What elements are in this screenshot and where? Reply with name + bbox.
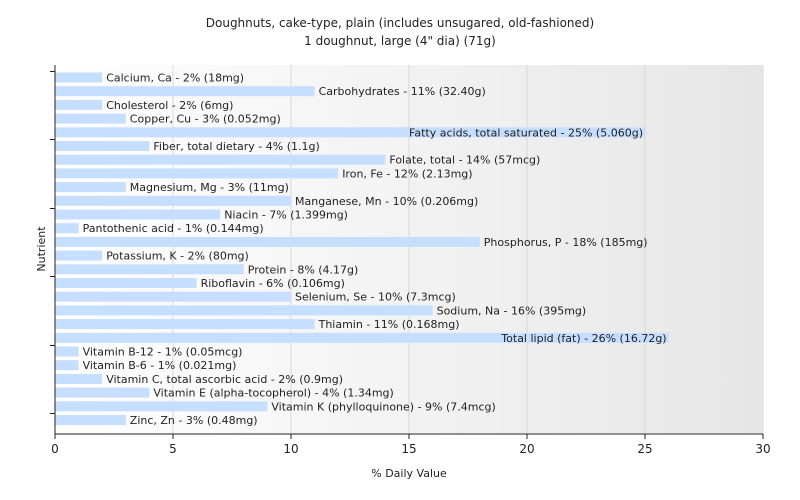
x-tick-label: 5: [169, 442, 177, 456]
bar-label: Potassium, K - 2% (80mg): [106, 250, 249, 263]
grid-lines: [172, 65, 764, 434]
bar-label: Zinc, Zn - 3% (0.48mg): [130, 414, 258, 427]
y-axis-title: Nutrient: [35, 226, 48, 272]
bar-label: Pantothenic acid - 1% (0.144mg): [83, 222, 264, 235]
bar-label: Fatty acids, total saturated - 25% (5.06…: [409, 126, 643, 139]
bar-label: Protein - 8% (4.17g): [248, 263, 359, 276]
bars: [55, 72, 669, 425]
bar: [55, 168, 339, 179]
bar: [55, 332, 669, 343]
bar-label: Magnesium, Mg - 3% (11mg): [130, 181, 289, 194]
bar: [55, 223, 79, 234]
bar-label: Iron, Fe - 12% (2.13mg): [342, 167, 472, 180]
bar-label: Vitamin B-12 - 1% (0.05mcg): [83, 346, 243, 359]
x-tick-label: 25: [637, 442, 652, 456]
bar-label: Riboflavin - 6% (0.106mg): [201, 277, 345, 290]
bar-labels: Calcium, Ca - 2% (18mg) Carbohydrates - 1…: [83, 72, 667, 428]
bar-label: Total lipid (fat) - 26% (16.72g): [500, 332, 666, 345]
bar: [55, 113, 126, 124]
bar: [55, 305, 433, 316]
bar-label: Manganese, Mn - 10% (0.206mg): [295, 195, 478, 208]
bar-label: Vitamin B-6 - 1% (0.021mg): [83, 359, 237, 372]
bar: [55, 154, 386, 165]
bar: [55, 346, 79, 357]
bar: [55, 209, 221, 220]
bar-label: Vitamin C, total ascorbic acid - 2% (0.9…: [106, 373, 343, 386]
bar: [55, 319, 315, 330]
bar: [55, 360, 79, 371]
bar: [55, 236, 480, 247]
bar-label: Niacin - 7% (1.399mg): [224, 209, 348, 222]
chart-subtitle: 1 doughnut, large (4" dia) (71g): [304, 34, 496, 48]
bar: [55, 99, 103, 110]
bar: [55, 86, 315, 97]
bar: [55, 278, 197, 288]
bar: [55, 264, 244, 275]
bar: [55, 141, 150, 151]
x-tick-label: 10: [283, 442, 298, 456]
bar-label: Sodium, Na - 16% (395mg): [437, 304, 587, 317]
bar-label: Calcium, Ca - 2% (18mg): [106, 72, 244, 85]
bar-label: Thiamin - 11% (0.168mg): [318, 318, 460, 331]
bar: [55, 401, 268, 412]
bar-label: Fiber, total dietary - 4% (1.1g): [153, 140, 319, 153]
x-tick-label: 15: [401, 442, 416, 456]
bar-label: Cholesterol - 2% (6mg): [106, 99, 233, 112]
bar-label: Vitamin K (phylloquinone) - 9% (7.4mcg): [271, 400, 495, 413]
bar: [55, 415, 126, 425]
y-axis-ticks: [50, 71, 55, 414]
bar-label: Folate, total - 14% (57mcg): [389, 154, 540, 167]
x-tick-label: 20: [519, 442, 534, 456]
bar: [55, 250, 103, 261]
bar: [55, 291, 291, 302]
x-axis-title: % Daily Value: [371, 467, 447, 480]
chart-title: Doughnuts, cake-type, plain (includes un…: [206, 16, 594, 30]
x-tick-label: 30: [755, 442, 770, 456]
bar: [55, 182, 126, 193]
bar-label: Phosphorus, P - 18% (185mg): [484, 236, 648, 249]
x-axis-ticks: 0 5 10 15 20 25 30: [51, 434, 771, 456]
bar: [55, 387, 150, 398]
bar-label: Vitamin E (alpha-tocopherol) - 4% (1.34m…: [153, 387, 393, 400]
bar: [55, 72, 103, 83]
bar-label: Selenium, Se - 10% (7.3mcg): [295, 291, 456, 304]
bar: [55, 373, 103, 384]
bar: [55, 195, 291, 206]
x-tick-label: 0: [51, 442, 59, 456]
bar-label: Carbohydrates - 11% (32.40g): [319, 85, 486, 98]
bar: [55, 127, 645, 138]
bar-label: Copper, Cu - 3% (0.052mg): [130, 113, 281, 126]
